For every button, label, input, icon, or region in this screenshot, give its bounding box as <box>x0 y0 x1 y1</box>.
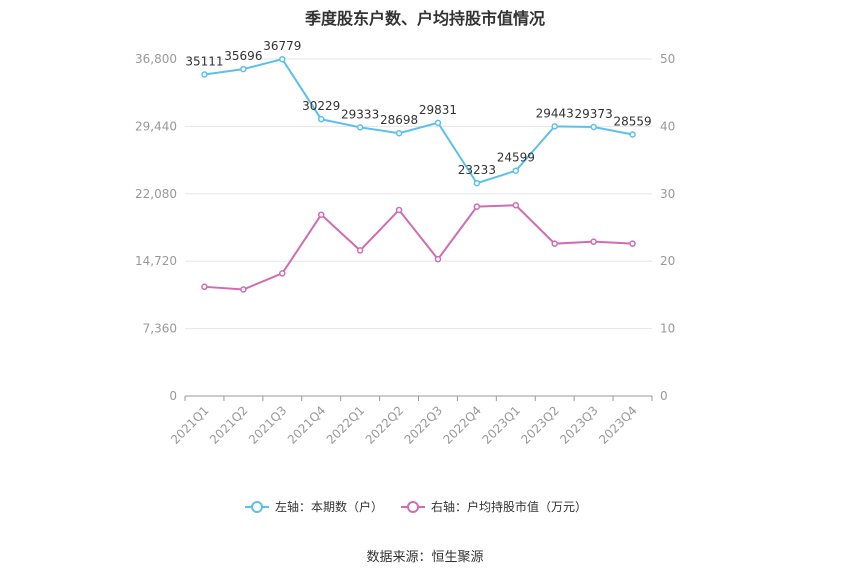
left-axis-tick-label: 22,080 <box>135 187 177 201</box>
legend-item-0[interactable]: 左轴：本期数（户） <box>245 499 383 514</box>
data-point <box>590 238 597 245</box>
data-label: 36779 <box>263 39 301 53</box>
data-label: 24599 <box>497 151 535 165</box>
data-label: 35696 <box>224 49 262 63</box>
right-axis-tick-label: 30 <box>660 187 675 201</box>
data-label: 30229 <box>302 99 340 113</box>
data-point <box>317 115 325 123</box>
left-axis-tick-label: 36,800 <box>135 52 177 66</box>
grid-lines <box>185 58 652 330</box>
data-point <box>434 255 442 263</box>
data-label: 28698 <box>380 113 418 127</box>
x-axis-category-label: 2023Q2 <box>518 403 562 447</box>
data-point <box>201 71 208 78</box>
data-label: 28559 <box>613 114 651 128</box>
legend-label: 右轴：户均持股市值（万元） <box>431 499 587 514</box>
data-point <box>395 206 403 214</box>
x-axis-category-label: 2023Q1 <box>479 403 523 447</box>
data-point <box>356 247 364 254</box>
data-point <box>512 167 520 174</box>
data-point <box>356 124 364 131</box>
data-point <box>590 123 597 131</box>
data-point <box>473 179 481 187</box>
x-axis-category-label: 2022Q1 <box>324 403 368 447</box>
left-axis-tick-label: 14,720 <box>135 254 177 268</box>
data-label: 29831 <box>419 103 457 117</box>
data-point <box>317 211 325 218</box>
x-axis-category-label: 2022Q4 <box>441 403 485 447</box>
data-point <box>279 55 286 63</box>
right-axis-tick-label: 40 <box>660 119 675 133</box>
data-point <box>279 270 286 277</box>
x-axis-category-label: 2021Q2 <box>207 403 251 447</box>
data-point <box>395 129 403 137</box>
legend-item-1[interactable]: 右轴：户均持股市值（万元） <box>401 499 587 514</box>
data-label: 29373 <box>575 107 613 121</box>
right-axis-tick-label: 10 <box>660 322 675 336</box>
left-axis-tick-label: 0 <box>169 389 177 403</box>
series-lines <box>201 55 636 293</box>
x-axis-category-label: 2021Q4 <box>285 403 329 447</box>
x-axis-category-label: 2023Q4 <box>596 403 640 447</box>
legend-swatch-marker <box>407 501 419 513</box>
data-point <box>473 203 481 210</box>
data-label: 23233 <box>458 163 496 177</box>
data-label: 35111 <box>185 54 223 68</box>
series-line-1 <box>204 204 633 291</box>
data-point <box>551 123 558 130</box>
chart-title: 季度股东户数、户均持股市值情况 <box>304 9 545 28</box>
data-label: 29443 <box>536 106 574 120</box>
x-axis-category-label: 2022Q3 <box>402 403 446 447</box>
source-note: 数据来源：恒生聚源 <box>366 550 484 565</box>
data-point <box>201 283 208 291</box>
legend[interactable]: 左轴：本期数（户） 右轴：户均持股市值（万元） <box>245 499 587 514</box>
x-axis-category-label: 2022Q2 <box>363 403 407 447</box>
right-axis-tick-label: 0 <box>660 389 668 403</box>
x-axis-category-label: 2021Q3 <box>246 403 290 447</box>
data-point <box>512 202 520 209</box>
data-point <box>629 131 636 138</box>
data-point <box>551 240 558 247</box>
left-axis-tick-label: 29,440 <box>135 119 177 133</box>
data-label: 29333 <box>341 107 379 121</box>
legend-label: 左轴：本期数（户） <box>275 499 383 514</box>
data-point <box>240 65 247 73</box>
legend-swatch-marker <box>251 501 263 513</box>
data-point <box>240 286 247 293</box>
right-axis-tick-label: 20 <box>660 254 675 268</box>
data-point <box>434 119 442 127</box>
left-axis-tick-label: 7,360 <box>143 322 177 336</box>
data-point <box>629 240 636 247</box>
right-axis-tick-label: 50 <box>660 52 675 66</box>
x-axis-category-label: 2023Q3 <box>557 403 601 447</box>
series-line-0 <box>204 58 633 185</box>
x-axis-category-label: 2021Q1 <box>168 403 212 447</box>
